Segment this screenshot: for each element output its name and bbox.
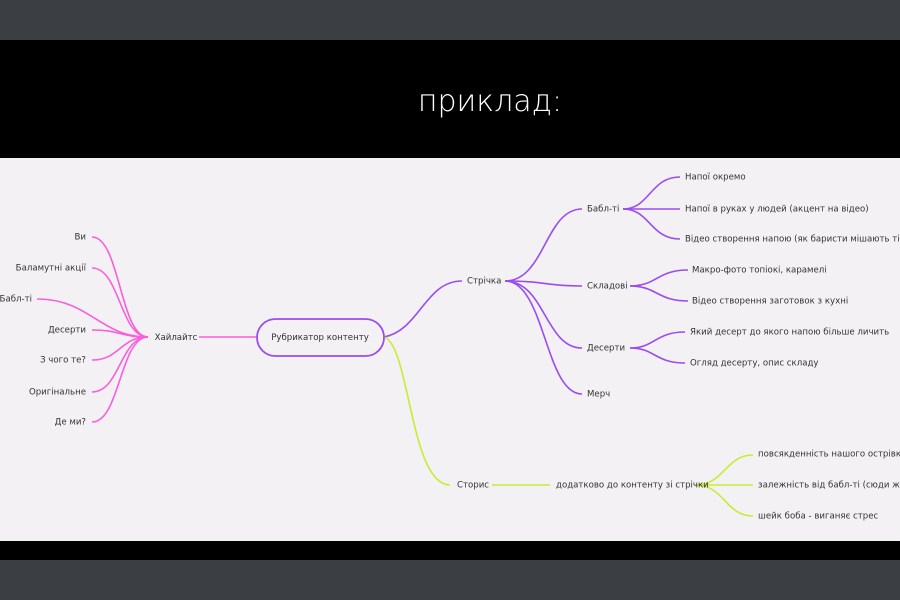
- stories-connectors: [383, 336, 754, 517]
- root-label: Рубрикатор контенту: [271, 333, 369, 343]
- bottom-band: [0, 541, 900, 560]
- feed-leaf[interactable]: Напої окремо: [685, 173, 746, 183]
- feed-child[interactable]: Бабл-ті: [587, 205, 619, 215]
- title-band: [0, 40, 900, 158]
- feed-child[interactable]: Десерти: [587, 344, 625, 354]
- highlights-item[interactable]: Десерти: [48, 326, 86, 336]
- feed-leaf[interactable]: Відео створення напою (як баристи мішают…: [685, 235, 900, 245]
- feed-child[interactable]: Мерч: [587, 390, 610, 400]
- highlights-item[interactable]: Де ми?: [55, 418, 86, 428]
- mindmap: Рубрикатор контенту Хайлайтс Ви Баламутн…: [0, 173, 900, 522]
- highlights-item[interactable]: Оригінальне: [29, 388, 86, 398]
- highlights-connectors: [36, 236, 257, 423]
- highlights-item[interactable]: Ви: [75, 233, 86, 243]
- feed-leaf[interactable]: Який десерт до якого напою більше личить: [690, 328, 889, 338]
- feed-leaf[interactable]: Огляд десерту, опис складу: [690, 359, 819, 369]
- highlights-node[interactable]: Хайлайтс: [155, 333, 198, 343]
- stories-node[interactable]: Сторис: [457, 481, 489, 491]
- feed-connectors: [383, 176, 689, 395]
- feed-child[interactable]: Складові: [587, 282, 628, 292]
- highlights-item[interactable]: З чого те?: [40, 356, 86, 366]
- highlights-item[interactable]: Бабл-ті: [0, 295, 32, 305]
- feed-leaf[interactable]: Відео створення заготовок з кухні: [692, 297, 848, 307]
- feed-node[interactable]: Стрічка: [467, 277, 501, 287]
- slide-title: приклад:: [417, 84, 563, 119]
- stories-leaf[interactable]: шейк боба - виганяє стрес: [758, 512, 878, 522]
- stories-leaf[interactable]: залежність від бабл-ті (сюди ж пост: [758, 481, 900, 491]
- mindmap-canvas: Рубрикатор контенту Хайлайтс Ви Баламутн…: [0, 158, 900, 541]
- stories-leaf[interactable]: повсякденність нашого острівка: [758, 450, 900, 460]
- feed-leaf[interactable]: Макро-фото топіокі, карамелі: [692, 266, 827, 276]
- root-node[interactable]: [256, 318, 385, 357]
- stories-child[interactable]: додатково до контенту зі стрічки: [556, 481, 709, 491]
- feed-leaf[interactable]: Напої в руках у людей (акцент на відео): [685, 205, 869, 215]
- highlights-item[interactable]: Баламутні акції: [16, 264, 87, 274]
